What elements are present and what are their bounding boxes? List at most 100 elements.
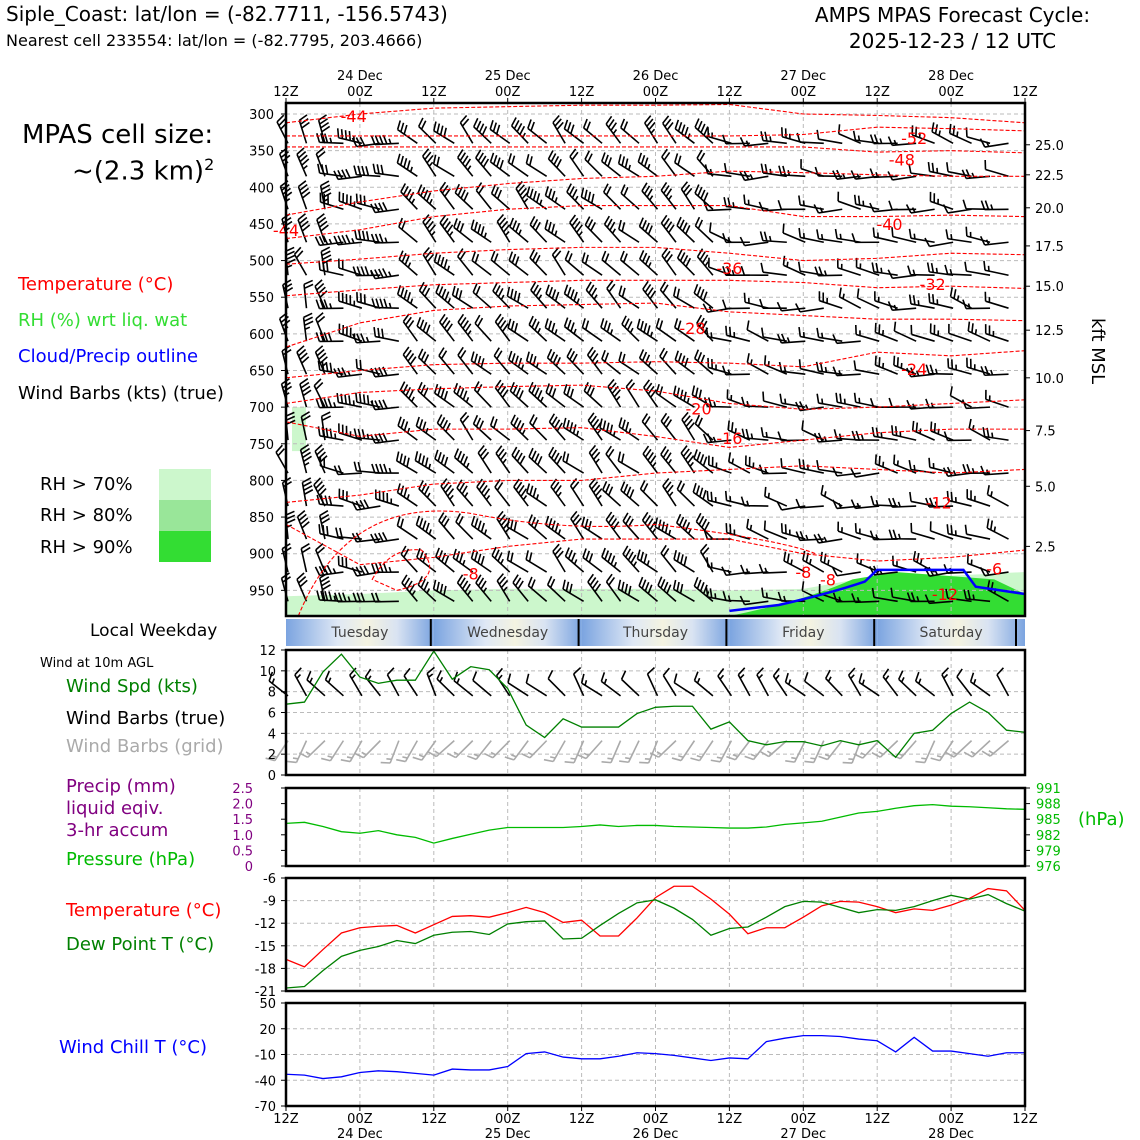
legend-rh90-label: RH > 90% bbox=[40, 537, 133, 558]
wind-barb bbox=[398, 250, 418, 276]
wind-barb bbox=[874, 454, 898, 474]
wind-ytick-label: 4 bbox=[268, 727, 276, 742]
wind-barb bbox=[552, 114, 566, 144]
wind-barb bbox=[416, 316, 437, 342]
wind-barb bbox=[395, 451, 418, 474]
grid-wind-barb bbox=[504, 740, 529, 761]
temperature-contour-label: -40 bbox=[876, 215, 902, 234]
wind-barb bbox=[562, 451, 585, 474]
wind-barb bbox=[672, 286, 695, 309]
wind-barb bbox=[494, 478, 511, 507]
wind-barb bbox=[942, 466, 972, 478]
wind-barb bbox=[432, 579, 455, 603]
wind-barb bbox=[925, 497, 954, 508]
wind-barb bbox=[605, 115, 622, 144]
wind-barb bbox=[396, 153, 418, 177]
wind-barb bbox=[721, 134, 750, 145]
temperature-contour bbox=[285, 279, 1026, 297]
wind-barb bbox=[851, 233, 880, 244]
height-tick-label: 20.0 bbox=[1035, 202, 1064, 217]
wind-barb bbox=[674, 119, 695, 144]
wind-barb bbox=[704, 164, 732, 178]
wind-barb bbox=[508, 350, 529, 375]
temperature-contour-label: -8 bbox=[463, 564, 479, 583]
wind-barb bbox=[674, 350, 695, 375]
wind-barb bbox=[928, 293, 954, 309]
pressure-tick-label: 750 bbox=[249, 438, 274, 453]
wind-barb bbox=[433, 383, 455, 408]
wind-barb bbox=[906, 367, 935, 378]
grid-wind-barb bbox=[963, 740, 991, 758]
wind-barb bbox=[619, 250, 640, 276]
wind-barb bbox=[980, 365, 1009, 377]
grid-wind-barb bbox=[601, 740, 622, 764]
legend-rh: RH (%) wrt liq. wat bbox=[18, 310, 188, 331]
wind-speed-legend: Wind Spd (kts) bbox=[66, 676, 198, 697]
wind-barb bbox=[707, 127, 732, 145]
temperature-contour bbox=[285, 421, 1025, 448]
wind-barb bbox=[526, 483, 548, 507]
wind-barb bbox=[459, 411, 474, 441]
wind-barb bbox=[818, 291, 843, 309]
wind-barb bbox=[371, 463, 399, 474]
wind-barb bbox=[638, 576, 659, 602]
wind-barb bbox=[832, 592, 861, 603]
wind-barb bbox=[333, 234, 362, 246]
true-wind-barb bbox=[436, 670, 455, 697]
temperature-contour bbox=[285, 523, 1026, 566]
wind-10m-label: Wind at 10m AGL bbox=[40, 656, 154, 671]
wind-barb bbox=[570, 510, 585, 540]
wind-barb bbox=[707, 357, 732, 375]
time-tick-label-bottom: 12Z bbox=[864, 1112, 890, 1127]
wind-barb bbox=[510, 117, 529, 144]
wind-barb bbox=[599, 418, 621, 441]
wind-barb bbox=[641, 182, 659, 210]
true-wind-barb bbox=[956, 668, 973, 697]
wind-barb bbox=[475, 574, 492, 602]
wind-barb bbox=[703, 397, 732, 408]
wind-barb bbox=[513, 478, 529, 507]
wind-barb bbox=[470, 219, 492, 243]
wind-barb bbox=[945, 229, 972, 244]
grid-wind-barb bbox=[649, 740, 677, 758]
grid-wind-barb bbox=[286, 740, 308, 764]
pressure-tick-label: 300 bbox=[249, 108, 274, 123]
grid-wind-barb bbox=[577, 740, 603, 760]
temperature-contour bbox=[285, 302, 1026, 348]
wind-barb bbox=[313, 378, 326, 408]
wind-ytick-label: 6 bbox=[268, 707, 276, 722]
wind-barb bbox=[744, 455, 769, 474]
wind-barb bbox=[759, 231, 787, 244]
wind-barb bbox=[417, 575, 437, 602]
cloud-outline bbox=[729, 568, 1026, 613]
wind-barb bbox=[459, 114, 474, 144]
wind-barb bbox=[544, 219, 566, 243]
wind-barb bbox=[979, 138, 1009, 148]
wind-barb bbox=[317, 426, 344, 441]
weekday-label: Saturday bbox=[920, 625, 983, 641]
wind-barb bbox=[318, 510, 331, 540]
wind-barb bbox=[296, 345, 310, 375]
wind-barb bbox=[370, 562, 399, 574]
time-tick-label-bottom: 00Z bbox=[938, 1112, 964, 1127]
wind-barb bbox=[457, 149, 474, 177]
precip-legend-3: 3-hr accum bbox=[66, 820, 169, 841]
wind-barb bbox=[888, 529, 917, 540]
wind-barb bbox=[680, 181, 696, 210]
pressure-tick-label: 650 bbox=[249, 364, 274, 379]
precip-legend-1: Precip (mm) bbox=[66, 776, 176, 797]
wind-barb bbox=[530, 281, 548, 309]
local-weekday-label: Local Weekday bbox=[90, 621, 218, 641]
wind-barb bbox=[662, 115, 677, 144]
wind-barb bbox=[929, 191, 954, 211]
wind-barb bbox=[739, 236, 769, 247]
wind-barb bbox=[581, 516, 603, 540]
nearest-cell-label: Nearest cell 233554: lat/lon = (-82.7795… bbox=[6, 31, 423, 50]
wind-barb bbox=[853, 194, 880, 211]
time-tick-label-top: 12Z bbox=[569, 85, 595, 100]
true-wind-barb bbox=[784, 672, 806, 697]
wind-barb bbox=[490, 184, 511, 210]
wind-barb bbox=[490, 250, 511, 276]
wind-barb bbox=[436, 414, 455, 441]
wind-barb bbox=[527, 514, 548, 540]
